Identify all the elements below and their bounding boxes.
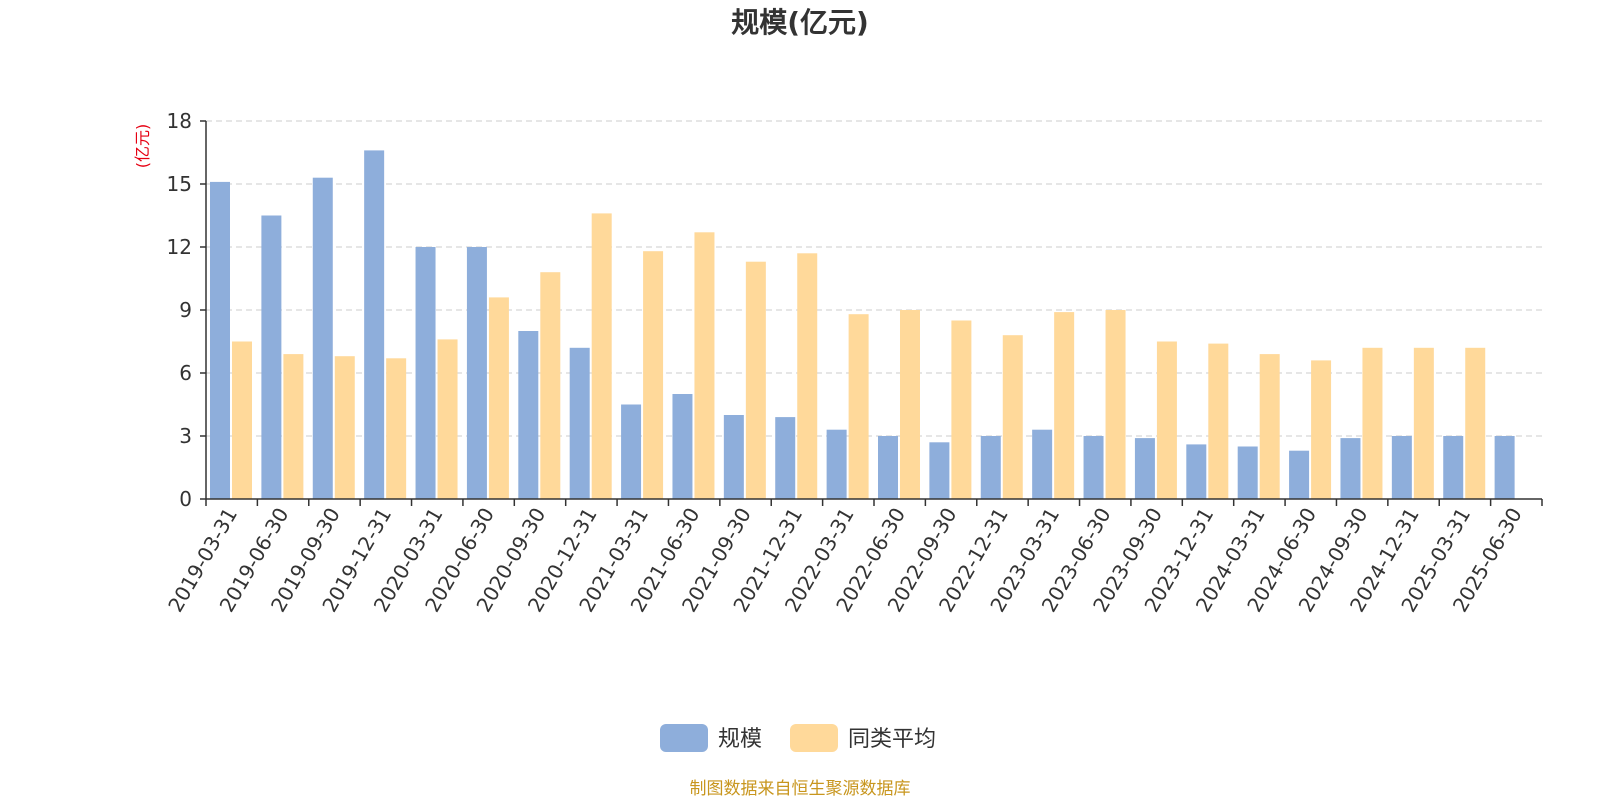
bar-scale [364,150,385,499]
gridlines [206,120,1542,437]
bar-peer-average [643,251,664,499]
bar-scale [1289,450,1310,499]
bar-scale [980,436,1001,499]
bar-scale [672,394,693,499]
bar-peer-average [797,253,818,499]
bar-peer-average [951,320,972,499]
y-axis-title: (亿元) [133,124,152,169]
bar-scale [1443,436,1464,499]
bar-scale [261,215,282,499]
bar-scale [518,331,539,499]
bar-scale [312,177,333,499]
bar-peer-average [437,339,458,499]
bar-scale [1391,436,1412,499]
bar-peer-average [1156,341,1177,499]
bar-scale [929,442,950,499]
y-tick-label: 15 [167,172,192,196]
bar-peer-average [1311,360,1332,499]
bar-scale [1083,436,1104,499]
bar-peer-average [1002,335,1023,499]
bar-scale [621,404,642,499]
y-tick-label: 18 [167,109,192,133]
bar-peer-average [1413,347,1434,499]
bar-scale [878,436,898,499]
y-tick-label: 12 [167,235,192,259]
bar-scale [1032,429,1053,499]
bar-scale [1237,446,1258,499]
bar-peer-average [540,272,561,499]
chart-title: 规模(亿元) [731,6,869,39]
bar-scale [1186,444,1207,499]
bar-peer-average [1105,310,1126,499]
bar-peer-average [232,341,252,499]
bar-peer-average [900,310,920,499]
bar-scale [723,415,744,499]
bar-scale [826,429,847,499]
bar-scale [1340,438,1361,499]
bar-peer-average [745,261,766,499]
bar-scale [415,247,436,499]
source-note: 制图数据来自恒生聚源数据库 [690,779,911,799]
legend: 规模 同类平均 [660,724,936,752]
bar-scale [1494,436,1515,499]
bar-peer-average [334,356,355,499]
bar-peer-average [848,314,869,499]
bar-scale [1134,438,1155,499]
bars [210,150,1515,500]
legend-label: 同类平均 [848,727,936,752]
y-tick-label: 6 [179,361,192,385]
bar-scale [466,247,487,499]
legend-label: 规模 [718,727,762,752]
bar-peer-average [1054,312,1075,499]
y-tick-label: 3 [179,424,192,448]
bar-peer-average [1465,347,1486,499]
bar-peer-average [386,358,407,499]
y-tick-label: 9 [179,298,192,322]
bar-peer-average [1362,347,1383,499]
bar-peer-average [591,213,612,499]
bar-peer-average [488,297,509,499]
legend-swatch [790,724,838,752]
bar-scale [569,347,590,499]
bar-peer-average [1259,354,1280,499]
bar-peer-average [283,354,304,499]
bar-peer-average [1208,343,1229,499]
bar-peer-average [694,232,715,500]
bar-scale [775,417,796,499]
bar-scale [210,181,230,499]
y-tick-label: 0 [179,487,192,511]
legend-swatch [660,724,708,752]
